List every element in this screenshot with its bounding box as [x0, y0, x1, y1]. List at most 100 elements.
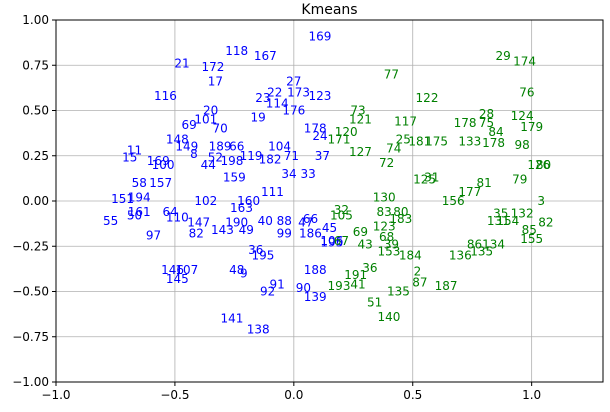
- x-tick-label: −1.0: [41, 388, 70, 402]
- cluster-1-point-label: 184: [399, 248, 422, 262]
- cluster-0-point-label: 151: [111, 192, 134, 206]
- cluster-1-point-label: 181: [408, 134, 431, 148]
- cluster-0-point-label: 19: [251, 111, 266, 125]
- cluster-0-point-label: 148: [166, 132, 189, 146]
- cluster-1-point-label: 28: [479, 107, 494, 121]
- cluster-1-point-label: 154: [496, 214, 519, 228]
- cluster-0-point-label: 66: [229, 140, 244, 154]
- cluster-0-point-label: 143: [211, 223, 234, 237]
- cluster-1-point-label: 31: [424, 170, 439, 184]
- cluster-0-point-label: 11: [127, 143, 142, 157]
- cluster-0-point-label: 178: [304, 122, 327, 136]
- cluster-0-point-label: 106: [320, 234, 343, 248]
- cluster-1-point-label: 130: [373, 190, 396, 204]
- cluster-0-point-label: 97: [146, 228, 161, 242]
- cluster-1-point-label: 177: [458, 185, 481, 199]
- cluster-0-point-label: 123: [309, 89, 332, 103]
- y-tick-label: −1.00: [12, 375, 49, 389]
- cluster-1-point-label: 77: [384, 67, 399, 81]
- cluster-1-point-label: 117: [394, 114, 417, 128]
- cluster-0-point-label: 182: [259, 152, 282, 166]
- cluster-1-point-label: 3: [537, 194, 545, 208]
- cluster-1-point-label: 36: [362, 261, 377, 275]
- y-tick-label: 0.50: [22, 104, 49, 118]
- cluster-0-point-label: 17: [208, 75, 223, 89]
- cluster-0-point-label: 52: [208, 151, 223, 165]
- cluster-0-point-label: 8: [190, 147, 198, 161]
- cluster-1-point-label: 178: [482, 136, 505, 150]
- cluster-1-point-label: 51: [367, 295, 382, 309]
- cluster-0-point-label: 198: [221, 154, 244, 168]
- cluster-0-point-label: 36: [248, 243, 263, 257]
- cluster-1-point-label: 132: [511, 207, 534, 221]
- cluster-0-point-label: 118: [225, 44, 248, 58]
- cluster-0-point-label: 23: [255, 91, 270, 105]
- cluster-1-point-label: 86: [467, 237, 482, 251]
- cluster-1-point-label: 127: [349, 145, 372, 159]
- chart-title: Kmeans: [301, 2, 357, 18]
- cluster-0-point-label: 111: [261, 185, 284, 199]
- y-tick-label: −0.25: [12, 239, 49, 253]
- cluster-0-point-label: 90: [296, 281, 311, 295]
- cluster-1-point-label: 156: [442, 194, 465, 208]
- cluster-0-point-label: 114: [266, 96, 289, 110]
- cluster-0-point-label: 100: [152, 158, 175, 172]
- cluster-1-point-label: 193: [328, 279, 351, 293]
- cluster-1-point-label: 133: [458, 134, 481, 148]
- cluster-1-point-label: 39: [384, 237, 399, 251]
- cluster-1-point-label: 25: [396, 132, 411, 146]
- cluster-0-point-label: 99: [277, 227, 292, 241]
- cluster-1-point-label: 67: [334, 234, 349, 248]
- cluster-0-point-label: 194: [128, 190, 151, 204]
- cluster-0-point-label: 48: [229, 263, 244, 277]
- cluster-0-point-label: 161: [128, 205, 151, 219]
- cluster-1-point-label: 155: [520, 232, 543, 246]
- cluster-1-point-label: 120: [335, 125, 358, 139]
- cluster-1-point-label: 135: [387, 285, 410, 299]
- cluster-0-point-label: 69: [182, 118, 197, 132]
- cluster-0-point-label: 141: [221, 312, 244, 326]
- cluster-0-point-label: 188: [304, 263, 327, 277]
- cluster-1-point-label: 83: [377, 205, 392, 219]
- cluster-0-point-label: 195: [320, 236, 343, 250]
- cluster-1-point-label: 87: [412, 275, 427, 289]
- cluster-0-point-label: 44: [201, 158, 216, 172]
- y-tick-label: 0.00: [22, 194, 49, 208]
- cluster-0-point-label: 146: [161, 263, 184, 277]
- cluster-0-point-label: 138: [247, 323, 270, 337]
- cluster-1-point-label: 131: [487, 214, 510, 228]
- cluster-1-point-label: 74: [386, 142, 401, 156]
- cluster-1-point-label: 72: [379, 156, 394, 170]
- cluster-1-point-label: 179: [520, 120, 543, 134]
- y-tick-label: −0.50: [12, 285, 49, 299]
- y-tick-label: 0.75: [22, 58, 49, 72]
- y-tick-label: 1.00: [22, 13, 49, 27]
- cluster-1-point-label: 187: [435, 279, 458, 293]
- cluster-0-point-label: 176: [282, 104, 305, 118]
- cluster-0-point-label: 37: [315, 149, 330, 163]
- cluster-0-point-label: 9: [240, 266, 248, 280]
- cluster-1-point-label: 32: [334, 203, 349, 217]
- cluster-1-point-label: 140: [378, 310, 401, 324]
- cluster-0-point-label: 104: [268, 140, 291, 154]
- cluster-0-point-label: 189: [209, 140, 232, 154]
- cluster-0-point-label: 139: [304, 290, 327, 304]
- cluster-1-point-label: 82: [538, 216, 553, 230]
- cluster-0-point-label: 186: [299, 227, 322, 241]
- cluster-1-point-label: 191: [344, 268, 367, 282]
- cluster-0-point-label: 64: [163, 205, 178, 219]
- x-tick-label: 0.0: [284, 388, 303, 402]
- y-axis: 1.00 0.75 0.50 0.25 0.00 −0.25 −0.50 −0.75 −1.00: [12, 13, 56, 389]
- cluster-1-point-label: 134: [482, 237, 505, 251]
- cluster-1-point-label: 68: [379, 230, 394, 244]
- x-axis: −1.0 −0.5 0.0 0.5 1.0: [41, 382, 541, 402]
- cluster-1-point-label: 121: [349, 113, 372, 127]
- cluster-1-point-label: 105: [330, 208, 353, 222]
- cluster-1-point-label: 80: [393, 205, 408, 219]
- cluster-0-point-label: 33: [300, 167, 315, 181]
- cluster-0-point-label: 190: [225, 216, 248, 230]
- cluster-1-point-label: 69: [353, 225, 368, 239]
- cluster-1-point-label: 79: [512, 172, 527, 186]
- cluster-1-point-label: 124: [511, 109, 534, 123]
- cluster-1-point-label: 2: [414, 265, 422, 279]
